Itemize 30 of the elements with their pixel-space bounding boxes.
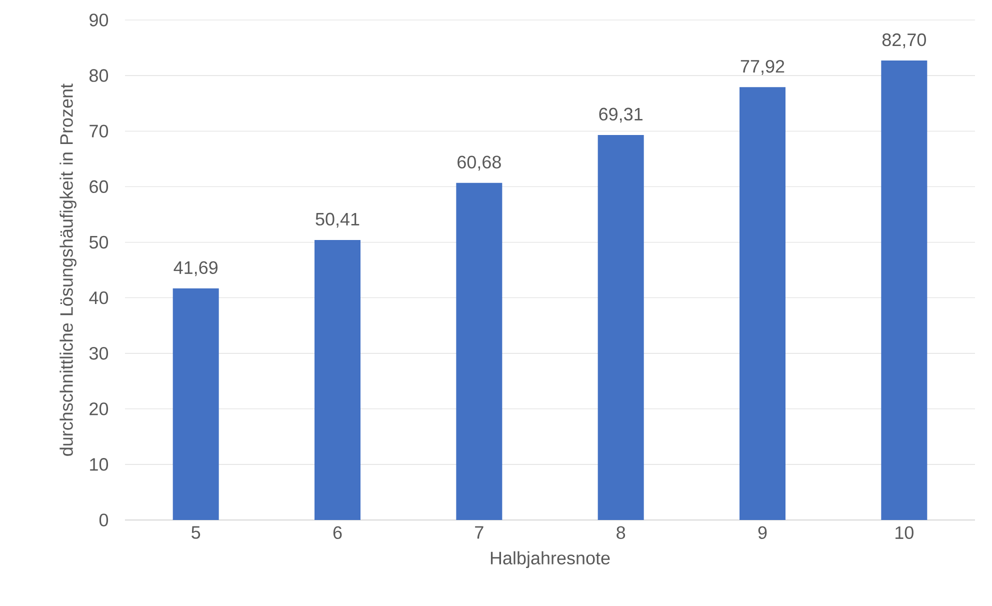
y-tick-label: 60 bbox=[90, 180, 108, 194]
bar bbox=[456, 182, 502, 520]
y-tick-label: 20 bbox=[90, 402, 108, 416]
data-label: 77,92 bbox=[740, 60, 784, 75]
x-tick-label: 7 bbox=[475, 526, 484, 539]
x-tick-label: 9 bbox=[758, 526, 767, 539]
bar bbox=[598, 134, 644, 520]
data-label: 41,69 bbox=[174, 261, 218, 276]
y-axis-title: durchschnittliche Lösungshäufigkeit in Prozent bbox=[60, 84, 76, 456]
x-tick-label: 5 bbox=[192, 526, 200, 539]
x-tick-label: 10 bbox=[896, 526, 914, 539]
y-tick-label: 50 bbox=[89, 236, 108, 249]
y-tick-label: 0 bbox=[99, 514, 108, 526]
data-label: 60,68 bbox=[458, 156, 501, 171]
y-tick-label: 70 bbox=[90, 124, 108, 138]
x-axis-title: Halbjahresnote bbox=[490, 551, 610, 568]
y-tick-label: 40 bbox=[89, 291, 108, 304]
x-tick-label: 6 bbox=[333, 526, 342, 539]
bar bbox=[740, 87, 786, 520]
data-label: 69,31 bbox=[599, 108, 642, 123]
bar bbox=[881, 60, 928, 520]
y-tick-label: 10 bbox=[90, 458, 108, 471]
bar bbox=[172, 288, 219, 520]
data-label: 50,41 bbox=[316, 212, 360, 228]
bar bbox=[314, 240, 361, 520]
y-tick-label: 90 bbox=[90, 14, 108, 26]
y-tick-label: 30 bbox=[89, 346, 108, 360]
y-tick-label: 80 bbox=[89, 69, 108, 82]
data-label: 82,70 bbox=[882, 33, 926, 48]
x-tick-label: 8 bbox=[616, 526, 626, 539]
